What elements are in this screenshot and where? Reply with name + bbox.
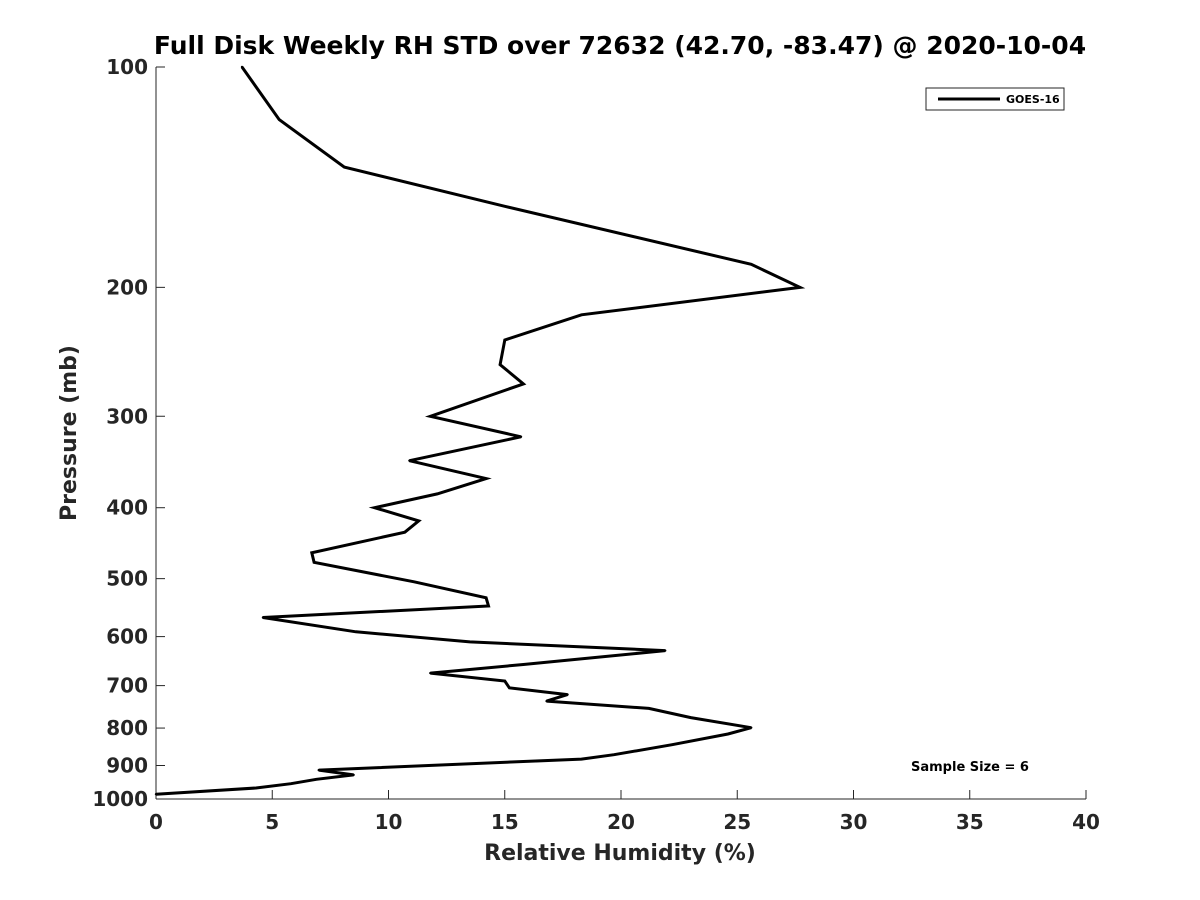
- data-point-goes-16-4: [750, 263, 753, 266]
- y-tick-label-600: 600: [106, 625, 148, 649]
- x-tick-label-40: 40: [1072, 810, 1100, 834]
- data-point-goes-16-31: [566, 693, 569, 696]
- data-point-goes-16-6: [580, 313, 583, 316]
- data-point-goes-16-2: [343, 165, 346, 169]
- data-point-goes-16-35: [750, 726, 753, 729]
- data-point-goes-16-30: [508, 686, 511, 690]
- data-point-goes-16-9: [522, 382, 525, 386]
- data-point-goes-16-1: [278, 118, 281, 121]
- y-tick-label-700: 700: [106, 674, 148, 698]
- x-tick-label-10: 10: [375, 810, 403, 834]
- data-point-goes-16-8: [498, 363, 502, 366]
- plot-area: [155, 67, 1086, 800]
- y-tick-label-200: 200: [106, 275, 148, 299]
- y-tick-label-300: 300: [106, 404, 148, 428]
- x-tick-label-15: 15: [491, 810, 519, 834]
- data-point-goes-16-43: [289, 782, 293, 785]
- legend-entry-goes-16: GOES-16: [1006, 93, 1060, 106]
- data-point-goes-16-22: [487, 604, 490, 608]
- x-tick-label-20: 20: [607, 810, 635, 834]
- data-point-goes-16-42: [315, 778, 318, 781]
- data-point-goes-16-26: [663, 649, 667, 652]
- data-point-goes-16-10: [429, 415, 432, 418]
- data-point-goes-16-13: [484, 477, 488, 480]
- data-point-goes-16-7: [503, 338, 506, 342]
- data-point-goes-16-44: [254, 786, 258, 790]
- data-point-goes-16-39: [580, 757, 583, 761]
- data-point-goes-16-40: [317, 768, 320, 772]
- data-point-goes-16-5: [798, 286, 802, 289]
- data-point-goes-16-11: [519, 435, 523, 438]
- data-point-goes-16-37: [670, 743, 674, 746]
- data-point-goes-16-24: [354, 630, 358, 634]
- sample-size-annotation: Sample Size = 6: [911, 760, 1029, 775]
- y-tick-label-800: 800: [106, 716, 148, 740]
- data-point-goes-16-16: [417, 519, 420, 523]
- y-tick-label-100: 100: [106, 55, 148, 79]
- data-point-goes-16-19: [312, 561, 316, 564]
- x-tick-label-30: 30: [840, 810, 868, 834]
- data-point-goes-16-12: [408, 459, 411, 462]
- data-point-goes-16-14: [436, 492, 439, 496]
- data-point-goes-16-17: [403, 530, 406, 534]
- y-axis-ticks: 100 200 300 400 500 600 700 800 900 1000: [92, 55, 165, 811]
- series-line-goes-16: [155, 66, 806, 796]
- y-tick-label-500: 500: [106, 567, 148, 591]
- data-point-goes-16-3: [503, 205, 506, 208]
- data-point-goes-16-34: [689, 716, 692, 719]
- y-tick-label-900: 900: [106, 754, 148, 778]
- x-tick-label-0: 0: [149, 810, 163, 834]
- data-point-goes-16-28: [429, 671, 432, 675]
- x-tick-label-5: 5: [265, 810, 279, 834]
- data-point-goes-16-23: [261, 616, 265, 619]
- y-tick-label-1000: 1000: [92, 787, 148, 811]
- data-point-goes-16-45: [154, 792, 158, 796]
- data-point-goes-16-32: [545, 699, 548, 703]
- data-point-goes-16-38: [612, 753, 616, 756]
- series-layer: [154, 65, 806, 796]
- data-point-goes-16-18: [310, 551, 313, 555]
- x-tick-label-35: 35: [956, 810, 984, 834]
- data-point-goes-16-25: [468, 640, 472, 644]
- x-tick-label-25: 25: [723, 810, 751, 834]
- legend: GOES-16: [925, 87, 1065, 111]
- data-point-goes-16-15: [373, 506, 376, 509]
- y-tick-label-400: 400: [106, 496, 148, 520]
- data-point-goes-16-0: [240, 65, 244, 69]
- x-axis-label: Relative Humidity (%): [484, 841, 756, 866]
- data-point-goes-16-27: [522, 663, 525, 666]
- data-point-goes-16-20: [412, 580, 416, 584]
- data-point-goes-16-36: [726, 732, 730, 736]
- x-axis-ticks: 0 5 10 15 20 25 30 35 40: [149, 790, 1100, 834]
- chart-title: Full Disk Weekly RH STD over 72632 (42.7…: [154, 31, 1086, 60]
- data-point-goes-16-29: [503, 679, 506, 683]
- data-point-goes-16-21: [484, 596, 488, 599]
- y-axis-label: Pressure (mb): [57, 345, 82, 521]
- data-point-goes-16-41: [352, 773, 355, 777]
- data-point-goes-16-33: [647, 707, 651, 710]
